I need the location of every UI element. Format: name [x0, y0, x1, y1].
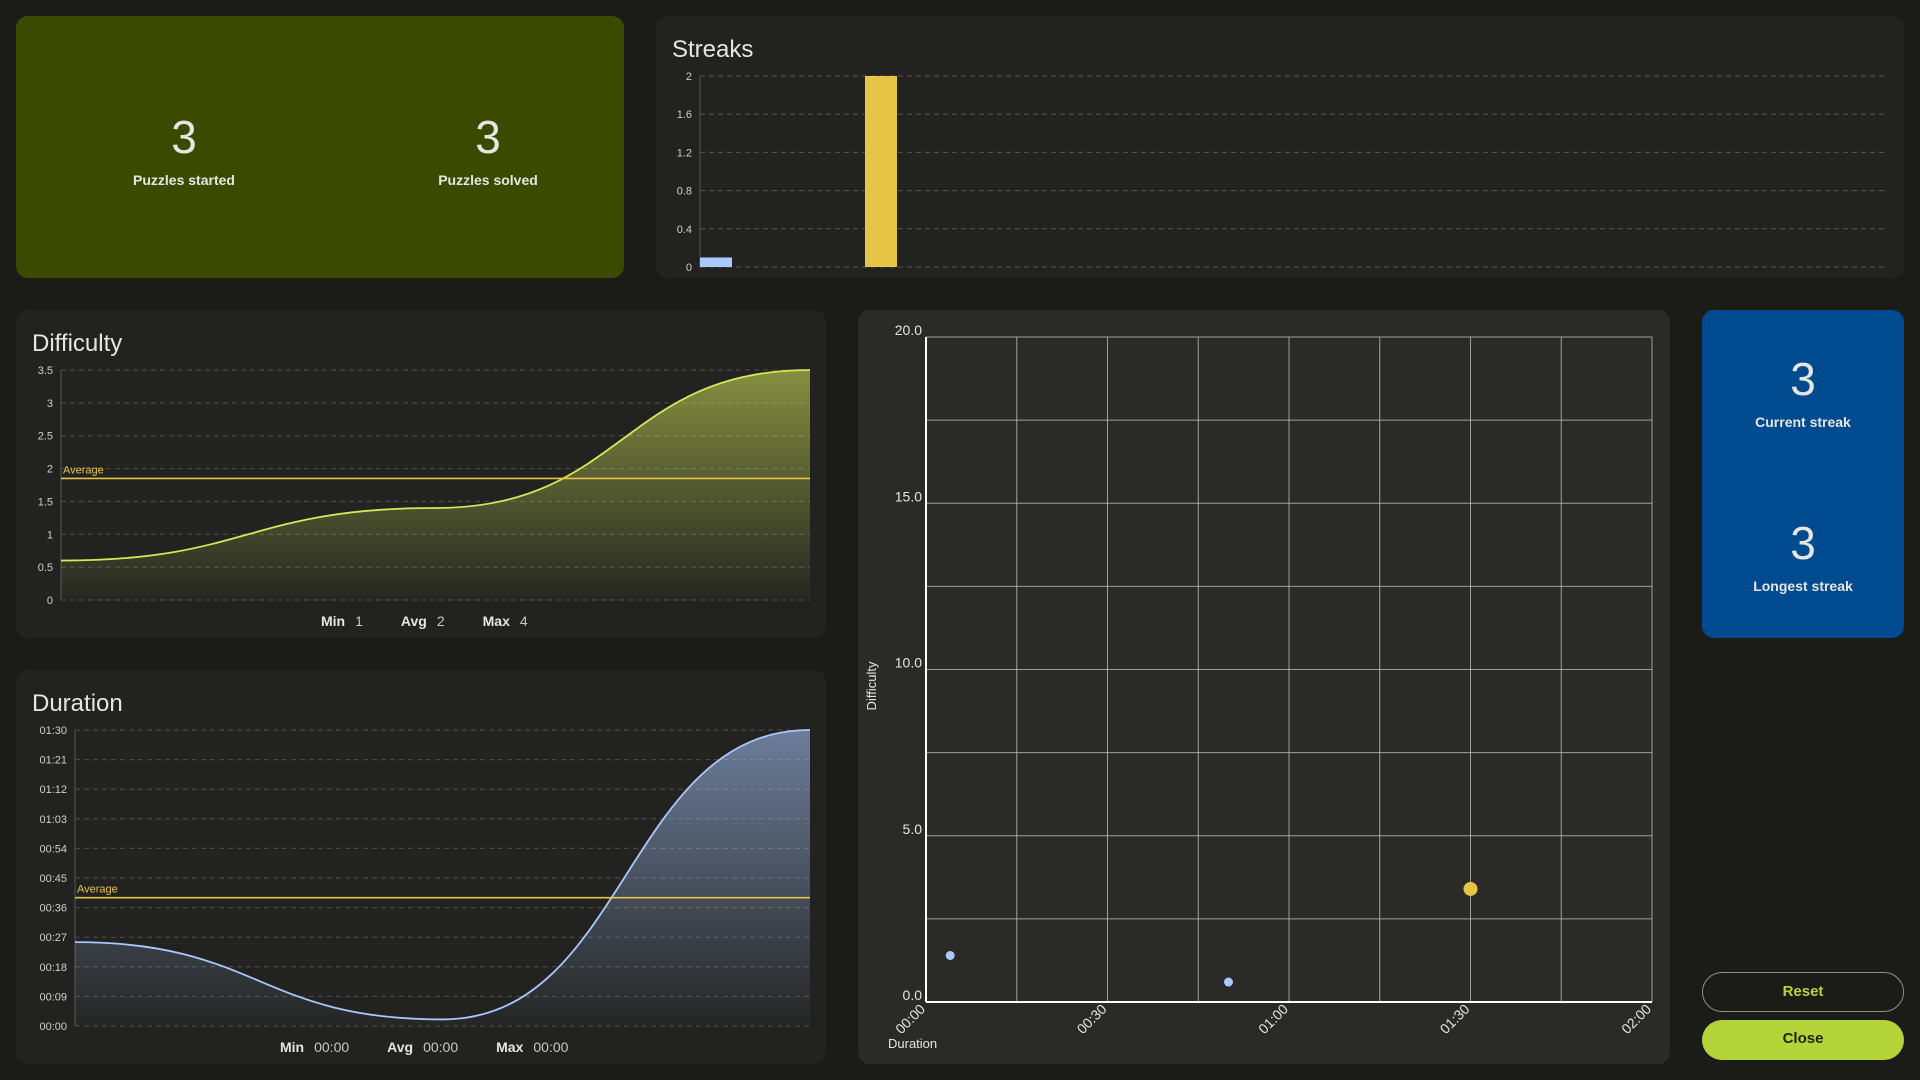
- scatter-y-tick-label: 15.0: [895, 488, 922, 504]
- scatter-x-tick-label: 01:00: [1255, 1001, 1291, 1037]
- duration-min-label: Min: [280, 1039, 305, 1055]
- difficulty-summary: Min 1 Avg 2 Max 4: [321, 613, 566, 629]
- scatter-chart: 0.0 5.0 10.0 15.0 20.0 00:00 00:30 01:00 01:30 02…: [864, 322, 1654, 1051]
- streaks-card: Streaks 0 0.4 0.8 1.2 1.6 2: [656, 16, 1904, 278]
- streaks-chart: 0 0.4 0.8 1.2 1.6 2: [677, 71, 1888, 274]
- streaks-y-tick-label: 0.4: [677, 224, 692, 236]
- scatter-point-0: [945, 950, 955, 960]
- scatter-y-tick-label: 20.0: [895, 322, 922, 338]
- scatter-x-tick-label: 02:00: [1618, 1001, 1654, 1037]
- scatter-y-axis-label: Difficulty: [864, 661, 879, 710]
- streaks-y-tick-label: 1.2: [677, 147, 692, 159]
- scatter-point-2: [1463, 881, 1478, 896]
- current-streak-stat: 3 Current streak: [1653, 356, 1920, 430]
- difficulty-y-tick-label: 3: [47, 398, 53, 410]
- duration-series-line: [74, 729, 811, 1021]
- current-streak-value: 3: [1790, 353, 1816, 405]
- difficulty-card: Difficulty 0 0.5 1 1.5 2 2.5 3 3.5 Average Min 1 A…: [16, 310, 826, 638]
- puzzles-solved-value: 3: [475, 111, 501, 163]
- streaks-y-tick-label: 1.6: [677, 109, 692, 121]
- difficulty-y-tick-label: 1.5: [38, 496, 53, 508]
- duration-summary: Min 00:00 Avg 00:00 Max 00:00: [280, 1039, 606, 1055]
- longest-streak-label: Longest streak: [1753, 578, 1853, 594]
- duration-avg-value: 00:00: [423, 1039, 459, 1055]
- duration-y-tick-label: 00:00: [39, 1021, 67, 1033]
- current-streak-label: Current streak: [1755, 414, 1851, 430]
- puzzles-started-stat: 3 Puzzles started: [34, 114, 334, 188]
- scatter-y-tick-label: 10.0: [895, 655, 922, 671]
- scatter-x-tick-label: 01:30: [1437, 1001, 1473, 1037]
- duration-max-label: Max: [496, 1039, 524, 1055]
- difficulty-min-label: Min: [321, 613, 346, 629]
- duration-max-value: 00:00: [533, 1039, 569, 1055]
- streaks-bar-0: [700, 257, 733, 267]
- difficulty-min-value: 1: [355, 613, 363, 629]
- scatter-x-tick-label: 00:00: [892, 1001, 928, 1037]
- duration-y-tick-label: 01:30: [39, 725, 67, 737]
- duration-area-fill: [75, 730, 810, 1026]
- puzzles-started-value: 3: [171, 111, 197, 163]
- difficulty-y-tick-label: 0.5: [38, 562, 53, 574]
- difficulty-series-line: [60, 369, 811, 562]
- puzzles-solved-label: Puzzles solved: [438, 172, 538, 188]
- streaks-y-tick-label: 2: [686, 71, 692, 83]
- scatter-y-tick-label: 5.0: [903, 821, 923, 837]
- difficulty-y-tick-label: 0: [47, 595, 53, 607]
- duration-y-tick-label: 00:36: [39, 903, 67, 915]
- streaks-bar-1: [865, 76, 898, 267]
- difficulty-average-label: Average: [63, 464, 104, 476]
- scatter-x-axis-label: Duration: [888, 1036, 937, 1051]
- close-button[interactable]: Close: [1702, 1020, 1904, 1060]
- duration-chart: 00:00 00:09 00:18 00:27 00:36 00:45 00:54 01:03…: [39, 725, 811, 1033]
- duration-y-tick-label: 00:09: [39, 991, 67, 1003]
- longest-streak-value: 3: [1790, 517, 1816, 569]
- difficulty-max-value: 4: [519, 613, 528, 629]
- scatter-card: 0.0 5.0 10.0 15.0 20.0 00:00 00:30 01:00 01:30 02…: [858, 310, 1670, 1064]
- difficulty-title: Difficulty: [32, 330, 123, 357]
- duration-avg-label: Avg: [387, 1039, 414, 1055]
- streaks-y-tick-label: 0.8: [677, 186, 692, 198]
- difficulty-chart: 0 0.5 1 1.5 2 2.5 3 3.5 Average: [38, 365, 811, 607]
- duration-y-tick-label: 01:21: [39, 755, 67, 767]
- duration-average-label: Average: [77, 884, 118, 896]
- scatter-point-1: [1224, 977, 1233, 987]
- streaks-y-tick-label: 0: [686, 262, 692, 274]
- duration-y-tick-label: 01:03: [39, 814, 67, 826]
- longest-streak-stat: 3 Longest streak: [1653, 520, 1920, 594]
- scatter-y-tick-label: 0.0: [903, 987, 923, 1003]
- duration-y-tick-label: 00:54: [39, 843, 67, 855]
- duration-y-tick-label: 00:18: [39, 962, 67, 974]
- duration-y-tick-label: 00:45: [39, 873, 67, 885]
- difficulty-max-label: Max: [482, 613, 510, 629]
- difficulty-y-tick-label: 1: [47, 529, 53, 541]
- reset-button[interactable]: Reset: [1702, 972, 1904, 1012]
- streak-stats-card: 3 Current streak 3 Longest streak: [1702, 310, 1904, 638]
- difficulty-avg-label: Avg: [400, 613, 427, 629]
- puzzles-started-label: Puzzles started: [133, 172, 235, 188]
- puzzles-solved-stat: 3 Puzzles solved: [338, 114, 638, 188]
- duration-y-tick-label: 00:27: [39, 932, 67, 944]
- duration-min-value: 00:00: [314, 1039, 350, 1055]
- scatter-x-tick-label: 00:30: [1074, 1001, 1110, 1037]
- duration-title: Duration: [32, 690, 123, 717]
- streaks-title: Streaks: [672, 36, 754, 63]
- difficulty-y-tick-label: 3.5: [38, 365, 53, 377]
- puzzles-summary-card: 3 Puzzles started 3 Puzzles solved: [16, 16, 624, 278]
- duration-y-tick-label: 01:12: [39, 784, 67, 796]
- difficulty-y-tick-label: 2: [47, 464, 53, 476]
- difficulty-avg-value: 2: [436, 613, 445, 629]
- difficulty-y-tick-label: 2.5: [38, 431, 53, 443]
- difficulty-area-fill: [61, 370, 810, 600]
- duration-card: Duration 00:00 00:09 00:18 00:27 00:36 00:45 0…: [16, 670, 826, 1064]
